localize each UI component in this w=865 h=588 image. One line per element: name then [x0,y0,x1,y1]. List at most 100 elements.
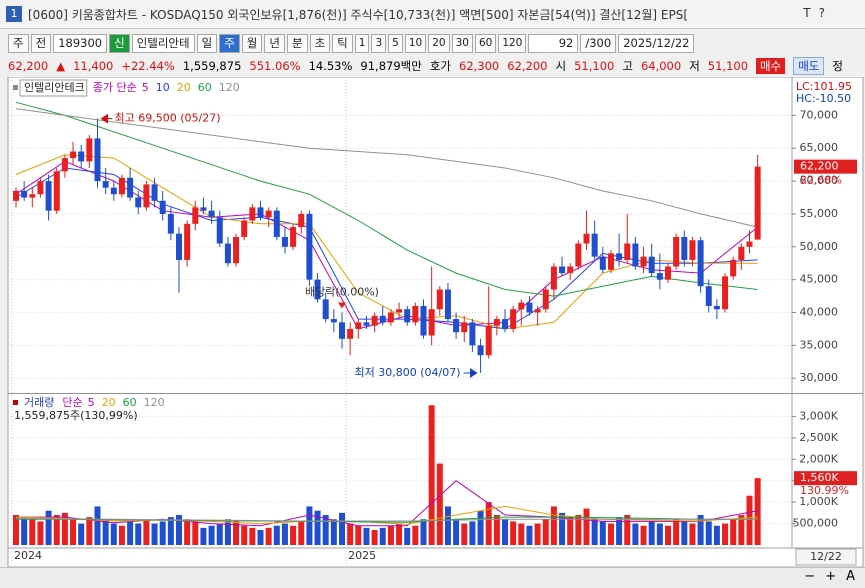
candle-body [298,213,305,228]
volume-bar [730,519,737,545]
candle-body [665,266,671,280]
ma-line [15,101,758,297]
volume-bar [322,515,329,545]
info-field: 11,400 [73,58,114,73]
toolbar-button[interactable]: 일 [196,34,218,53]
volume-bar [192,521,199,545]
toolbar-button[interactable]: 10 [404,34,427,53]
candle-body [444,289,451,320]
volume-bar [591,519,598,545]
legend-entry: 60 [123,396,137,409]
toolbar-button[interactable]: 신 [109,34,130,53]
volume-bar [632,523,639,545]
candle-body [697,240,704,287]
toolbar-button[interactable]: 분 [286,34,308,53]
last-volume-label: 1,560K [800,471,839,484]
volume-bar [363,527,370,545]
info-field[interactable]: 정 [832,58,843,73]
toolbar-button[interactable]: 인텔리안테 [131,34,195,53]
toolbar-button[interactable]: 전 [30,34,52,53]
last-volume-tag [794,471,857,486]
candle-body [469,322,476,346]
toolbar-button[interactable]: 20 [428,34,450,53]
info-field: +22.44% [121,58,175,73]
candle-body [412,305,419,323]
volume-bar [176,515,182,545]
candle-body [330,319,337,323]
info-field[interactable]: 매도 [793,56,825,75]
info-field: 64,000 [640,58,682,73]
info-field: 고 [622,58,633,73]
volume-bar [53,515,60,545]
volume-bar [420,519,427,545]
auto[interactable]: A [846,569,855,584]
cursor-date-box [795,548,857,566]
volume-bar [224,519,231,545]
info-field: 호가 [429,58,451,73]
zoom-in[interactable]: + [825,569,837,584]
cursor-date: 12/22 [810,550,842,563]
volume-bar [387,525,394,545]
toolbar-button[interactable]: 92 [528,34,579,53]
legend-title: 인텔리안테크 [24,81,85,94]
info-field: 62,200 [507,58,548,73]
legend-entry: 10 [156,81,170,94]
toolbar-button[interactable]: /300 [580,34,617,53]
volume-bar [265,527,272,545]
candle-body [502,319,508,329]
toolbar-button[interactable]: 3 [371,34,387,53]
volume-bar [371,530,378,545]
ma-line [15,517,758,522]
volume-bar [102,519,109,545]
toolbar-button[interactable]: 틱 [332,34,353,53]
candle-body [648,256,655,274]
candle-body [387,312,394,323]
toolbar-button[interactable]: 1 [354,34,370,53]
legend-entry: 120 [219,81,240,94]
info-field: 551.06% [249,58,301,73]
y-tick-label: 40,000 [800,306,839,319]
last-ratio-label: 130.99% [800,484,849,497]
info-field[interactable]: 매수 [756,57,786,74]
candle-body [355,322,362,329]
candle-body [510,309,517,329]
toolbar-button[interactable]: 월 [241,34,263,53]
toolbar-button[interactable]: 30 [451,34,473,53]
legend-dot [13,400,18,405]
toolbar-button[interactable]: 주 [219,34,240,53]
toolbar-button[interactable]: 5 [388,34,403,53]
window-button[interactable]: ? [818,6,825,20]
candle-body [70,151,77,159]
volume-bar [339,512,345,545]
legend-dot [13,85,18,90]
info-field: 51,100 [574,58,615,73]
candle-body [339,322,345,339]
y-tick-label: 30,000 [800,371,839,384]
toolbar-button[interactable]: 189300 [53,34,108,53]
toolbar-button[interactable]: 초 [309,34,331,53]
info-field: 14.53% [308,58,353,73]
toolbar-button[interactable]: 120 [498,34,527,53]
dividend-annotation: 배당락(0.00%) [305,286,379,299]
toolbar-button[interactable]: 주 [8,34,29,53]
volume-bar [45,510,52,545]
zoom-out[interactable]: − [804,569,816,584]
candle-body [493,319,500,326]
toolbar-button[interactable]: 60 [474,34,497,53]
volume-bar [37,521,44,545]
candle-body [485,325,492,356]
zoom-buttons: − + A [804,569,855,584]
volume-bar [347,523,354,545]
window-button[interactable]: T [803,6,811,20]
title-bar: 1 [0600] 키움종합차트 - KOSDAQ150 외국인보유[1,876(… [0,0,865,29]
hc-label: HC:-10.50 [796,92,851,105]
candle-body [86,138,93,162]
volume-bar [355,525,362,545]
volume-bar [616,517,623,545]
toolbar-button[interactable]: 년 [264,34,285,53]
candle-body [273,210,280,237]
toolbar-button[interactable]: 2025/12/22 [618,34,695,53]
volume-bar [404,527,411,545]
info-field: 91,879백만 [360,58,422,73]
